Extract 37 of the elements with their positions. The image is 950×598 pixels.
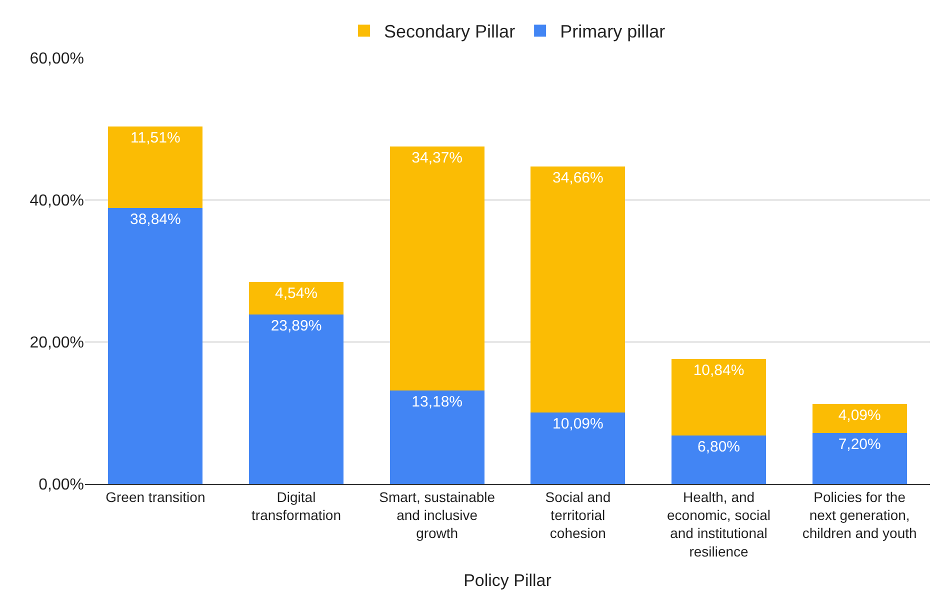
bar <box>812 432 907 484</box>
data-label: 11,51% <box>130 130 180 147</box>
data-label: 6,80% <box>697 438 740 456</box>
bar <box>530 412 626 484</box>
bar <box>108 126 203 208</box>
x-tick-label: Health, and economic, social and institutional resilience <box>667 488 770 560</box>
x-tick-label: Digital transformation <box>252 488 341 523</box>
bar <box>812 404 907 433</box>
data-label: 10,84% <box>693 362 744 379</box>
y-tick-label: 60,00% <box>30 50 84 68</box>
data-label: 7,20% <box>838 436 881 453</box>
y-tick-label: 20,00% <box>30 334 84 352</box>
data-label: 4,54% <box>274 285 318 302</box>
x-tick-label: Smart, sustainable and inclusive growth <box>379 488 496 542</box>
bar <box>672 436 766 484</box>
data-label: 38,84% <box>130 211 181 228</box>
bar <box>390 390 484 484</box>
x-tick-label: Social and territorial cohesion <box>545 488 611 542</box>
data-label: 10,09% <box>552 415 604 432</box>
bar <box>249 314 344 484</box>
data-label: 34,37% <box>412 149 463 166</box>
legend-label: Secondary Pillar <box>384 22 516 42</box>
bar <box>390 146 484 390</box>
data-label: 34,66% <box>552 169 604 186</box>
bar <box>108 208 203 484</box>
x-tick-label: Policies for the next generation, children and youth <box>802 488 917 542</box>
bar <box>530 166 626 412</box>
data-label: 13,18% <box>412 393 463 410</box>
bar <box>672 358 766 436</box>
y-tick-label: 40,00% <box>30 192 84 210</box>
legend-label: Primary pillar <box>560 22 666 42</box>
data-label: 4,09% <box>838 406 881 424</box>
bar <box>249 282 344 314</box>
data-label: 23,89% <box>270 317 322 334</box>
x-tick-label: Green transition <box>106 488 206 505</box>
x-axis-title: Policy Pillar <box>464 570 552 590</box>
y-tick-label: 0,00% <box>38 476 84 494</box>
